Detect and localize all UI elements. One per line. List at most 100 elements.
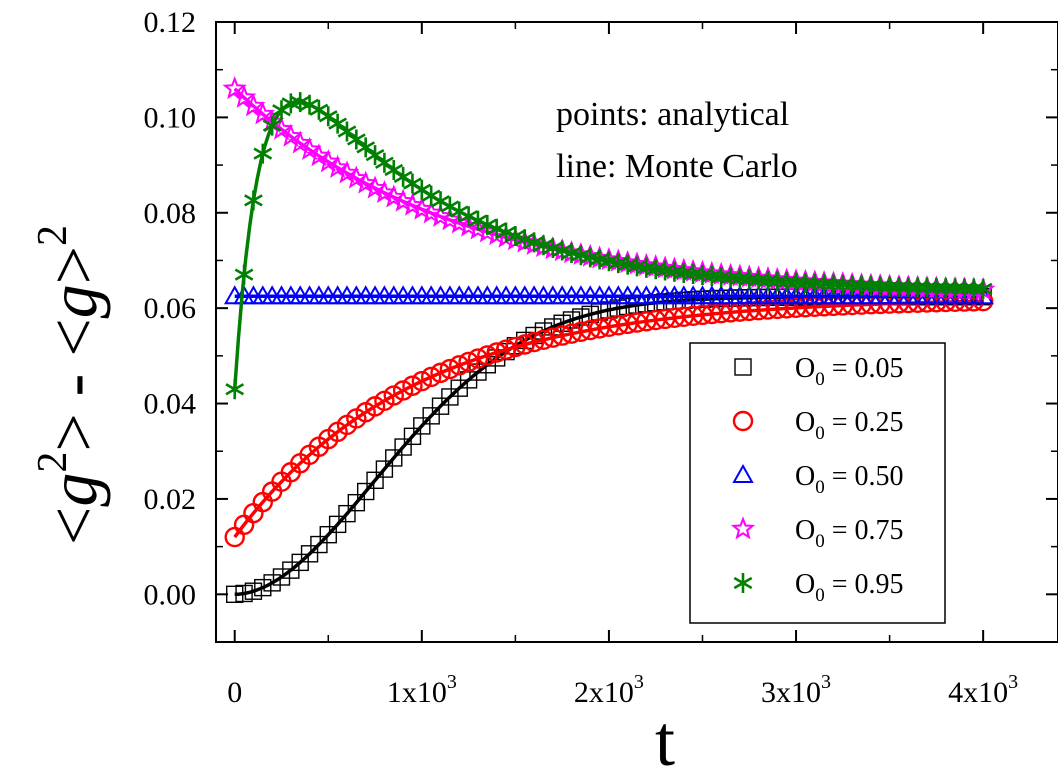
marker-asterisk: [328, 113, 347, 134]
legend-item-4: O0 = 0.95: [733, 569, 904, 606]
marker-square: [328, 515, 347, 534]
legend-label-sub: 0: [815, 477, 825, 498]
x-axis-title: t: [655, 701, 675, 773]
marker-asterisk: [346, 129, 366, 150]
marker-square: [263, 574, 281, 592]
legend-label-base: O: [795, 569, 815, 600]
x-tick-base: 2x10: [574, 676, 634, 709]
marker-circle: [495, 339, 517, 360]
marker-square: [422, 407, 440, 425]
y-tick-label: 0.02: [144, 483, 197, 516]
marker-asterisk: [234, 264, 254, 285]
marker-square: [413, 417, 431, 435]
marker-circle: [430, 362, 451, 384]
y-title-close2: >: [35, 246, 111, 284]
marker-circle: [467, 348, 489, 369]
marker-square: [403, 427, 422, 446]
legend-label: O0 = 0.50: [795, 461, 904, 498]
x-tick-base: 4x10: [948, 676, 1008, 709]
marker-square: [366, 471, 384, 490]
marker-square: [272, 568, 291, 586]
annotation-points: points: analytical: [556, 96, 789, 133]
legend-label-value: = 0.50: [825, 461, 904, 492]
x-tick-base: 1x10: [387, 676, 447, 709]
legend-label: O0 = 0.05: [795, 353, 904, 390]
marker-triangle: [732, 463, 754, 483]
marker-asterisk: [487, 218, 507, 239]
x-tick-label: 0: [227, 676, 242, 709]
x-tick-label: 4x103: [948, 671, 1018, 709]
annotation-line: line: Monte Carlo: [556, 148, 798, 185]
marker-star: [353, 170, 378, 194]
y-title-sup2: 2: [30, 225, 76, 246]
marker-square: [441, 388, 459, 406]
marker-asterisk: [384, 159, 404, 180]
marker-circle: [505, 336, 526, 358]
marker-square: [235, 584, 253, 603]
x-tick-base: 3x10: [761, 676, 821, 709]
marker-asterisk: [244, 190, 263, 211]
marker-asterisk: [973, 278, 993, 299]
marker-square: [572, 308, 590, 326]
y-tick-label: 0.04: [144, 388, 197, 421]
legend-label-value: = 0.25: [825, 407, 904, 438]
marker-asterisk: [506, 225, 525, 246]
marker-square: [356, 482, 375, 501]
marker-asterisk: [365, 145, 385, 166]
marker-circle: [523, 331, 545, 353]
marker-circle: [402, 375, 423, 396]
x-tick-exp: 3: [447, 671, 457, 693]
marker-asterisk: [318, 106, 338, 127]
marker-circle: [580, 319, 601, 341]
marker-circle: [486, 342, 507, 363]
marker-circle: [551, 325, 573, 346]
marker-circle: [392, 380, 414, 401]
marker-asterisk: [524, 232, 544, 253]
marker-square: [375, 460, 394, 478]
marker-circle: [439, 358, 461, 380]
y-tick-label: 0.10: [144, 101, 197, 134]
legend-item-2: O0 = 0.50: [732, 461, 904, 498]
marker-asterisk: [515, 229, 535, 250]
marker-square: [319, 525, 337, 544]
marker-asterisk: [496, 222, 516, 243]
marker-circle: [477, 345, 498, 366]
series-4: [225, 92, 993, 400]
marker-square: [734, 358, 752, 376]
marker-star: [222, 76, 247, 100]
legend-item-3: O0 = 0.75: [730, 515, 904, 552]
legend-label-base: O: [795, 407, 815, 438]
marker-star: [344, 165, 369, 189]
marker-asterisk: [733, 573, 753, 593]
x-tick-exp: 3: [821, 671, 831, 693]
marker-star: [372, 180, 397, 204]
legend-item-0: O0 = 0.05: [734, 353, 904, 390]
marker-asterisk: [262, 115, 282, 136]
marker-square: [244, 582, 263, 600]
marker-circle: [570, 321, 592, 343]
legend-label-sub: 0: [815, 369, 825, 390]
marker-square: [703, 290, 721, 308]
marker-star: [325, 154, 350, 178]
legend-label-value: = 0.05: [825, 353, 904, 384]
marker-square: [712, 289, 730, 308]
marker-square: [338, 504, 356, 523]
series-2: [224, 285, 994, 305]
marker-square: [431, 397, 450, 415]
legend-item-1: O0 = 0.25: [732, 407, 904, 444]
y-title-mid: > - <: [35, 318, 111, 451]
marker-asterisk: [337, 121, 357, 142]
y-axis-title: <g2> - <g>2: [30, 225, 111, 545]
legend-label-base: O: [795, 353, 815, 384]
marker-star: [362, 175, 388, 199]
y-title-g1: g: [35, 473, 111, 507]
legend-label: O0 = 0.25: [795, 407, 904, 444]
marker-star: [334, 160, 360, 184]
marker-square: [310, 535, 328, 554]
legend-label-sub: 0: [815, 531, 825, 552]
marker-star: [231, 84, 257, 108]
legend-label-value: = 0.75: [825, 515, 904, 546]
legend-label-base: O: [795, 461, 815, 492]
legend-label-sub: 0: [815, 585, 825, 606]
